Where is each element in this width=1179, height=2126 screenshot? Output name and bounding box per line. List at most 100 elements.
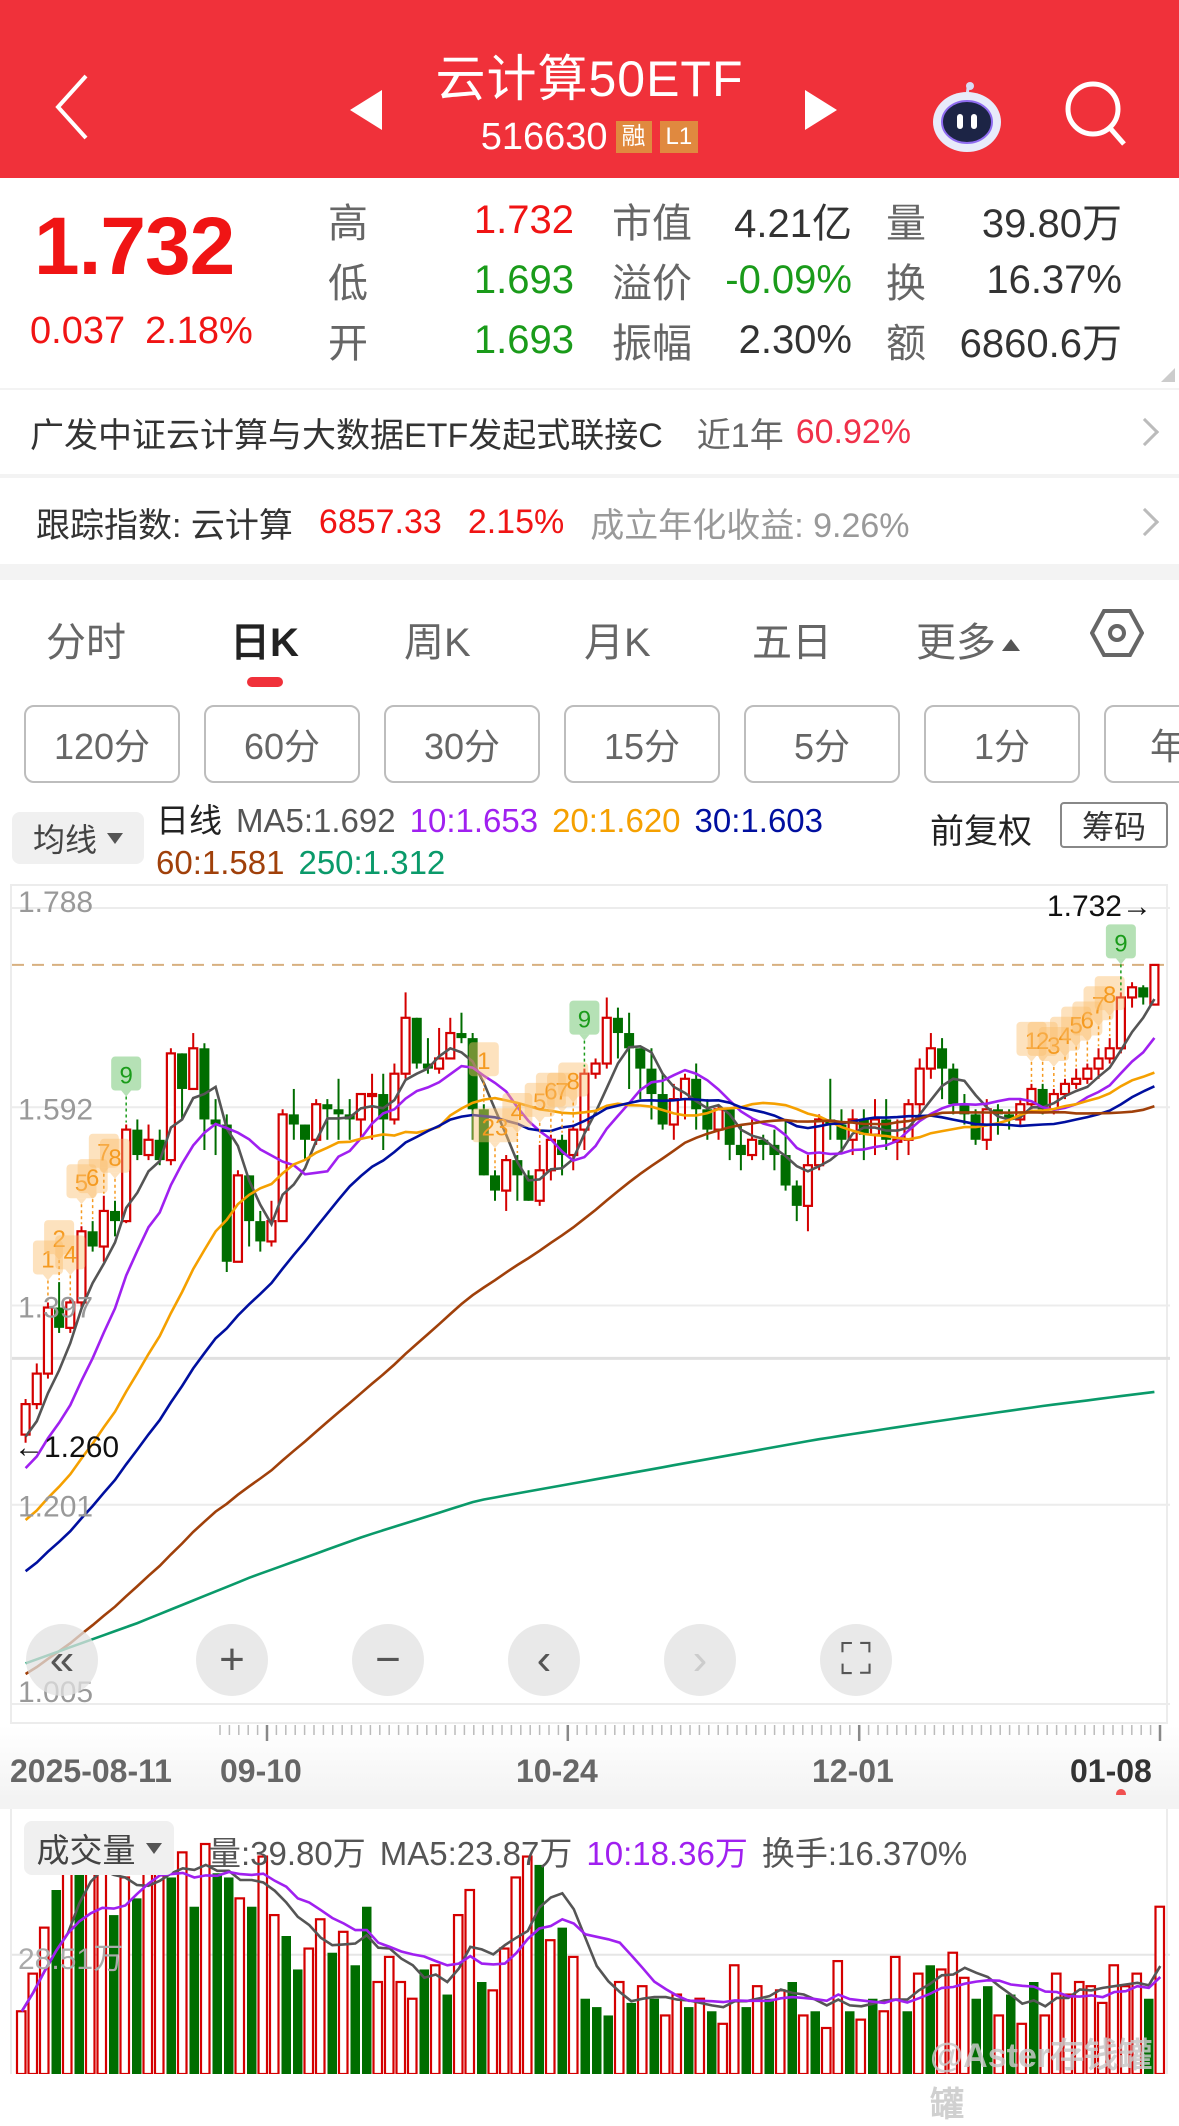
svg-text:6: 6 bbox=[544, 1079, 557, 1106]
x-label: 09-10 bbox=[220, 1753, 302, 1789]
quote-value: -0.09% bbox=[725, 257, 852, 302]
annualized-return: 成立年化收益: 9.26% bbox=[590, 506, 910, 545]
svg-text:1.788: 1.788 bbox=[18, 886, 93, 919]
kline-chart[interactable]: 124567891234567891234567891.7881.5921.39… bbox=[10, 884, 1170, 1724]
period-button[interactable]: 5分 bbox=[744, 705, 900, 783]
period-button[interactable]: 15分 bbox=[564, 705, 720, 783]
next-stock-arrow-icon[interactable] bbox=[805, 90, 837, 130]
period-button[interactable]: 60分 bbox=[204, 705, 360, 783]
svg-text:9: 9 bbox=[1114, 930, 1127, 957]
quote-row: 开 1.693 振幅 2.30% 额 6860.6万 bbox=[328, 310, 1122, 370]
chart-settings-hex-icon[interactable] bbox=[1090, 608, 1144, 658]
svg-text:1.201: 1.201 bbox=[18, 1491, 93, 1524]
svg-text:1: 1 bbox=[477, 1048, 490, 1075]
divider bbox=[0, 474, 1179, 478]
tab-0[interactable]: 分时 bbox=[46, 610, 126, 668]
svg-text:1.397: 1.397 bbox=[18, 1291, 93, 1324]
change-amount: 0.037 bbox=[30, 310, 126, 352]
ma-legend: 日线 MA5:1.692 10:1.653 20:1.620 30:1.603 60:1.… bbox=[156, 800, 936, 884]
time-axis[interactable]: 2025-08-11 09-10 10-24 12-01 01-08 bbox=[0, 1725, 1179, 1799]
svg-text:8: 8 bbox=[567, 1069, 580, 1096]
zoom-in-button[interactable]: + bbox=[196, 1624, 268, 1696]
fullscreen-button[interactable]: ⛶ bbox=[820, 1624, 892, 1696]
linked-fund-name: 广发中证云计算与大数据ETF发起式联接C bbox=[30, 416, 663, 455]
period-button[interactable]: 30分 bbox=[384, 705, 540, 783]
zoom-out-icon: − bbox=[375, 1635, 401, 1684]
scroll-start-icon: « bbox=[49, 1635, 75, 1684]
caret-up-icon bbox=[1002, 639, 1020, 652]
current-date-dot bbox=[1116, 1789, 1126, 1799]
volume-legend: 量:39.80万 MA5:23.87万 10:18.36万 换手:16.370% bbox=[208, 1827, 981, 1875]
ma-value: 60:1.581 bbox=[156, 844, 285, 881]
svg-text:7: 7 bbox=[1092, 992, 1105, 1019]
quote-label: 振幅 bbox=[612, 322, 692, 366]
tab-label: 周K bbox=[404, 621, 471, 665]
quote-value: 39.80万 bbox=[981, 202, 1122, 246]
quote-row: 低 1.693 溢价 -0.09% 换 16.37% bbox=[328, 250, 1122, 310]
tab-label: 日K bbox=[230, 621, 299, 665]
adjust-mode[interactable]: 前复权 bbox=[930, 813, 1032, 851]
tab-5[interactable]: 更多 bbox=[916, 610, 1020, 668]
back-icon[interactable] bbox=[52, 72, 92, 142]
time-axis-ticks bbox=[219, 1725, 1162, 1741]
chevron-right-icon bbox=[1130, 417, 1160, 447]
quote-label: 高 bbox=[328, 202, 368, 246]
volume-ma5: MA5:23.87万 bbox=[379, 1835, 573, 1872]
ma-dropdown-label: 均线 bbox=[32, 822, 97, 858]
prev-stock-arrow-icon[interactable] bbox=[350, 90, 382, 130]
period-button[interactable]: 120分 bbox=[24, 705, 180, 783]
period-button[interactable]: 年 bbox=[1104, 705, 1179, 783]
scroll-start-button[interactable]: « bbox=[26, 1624, 98, 1696]
level-tag: L1 bbox=[659, 121, 699, 153]
zoom-out-button[interactable]: − bbox=[352, 1624, 424, 1696]
search-icon[interactable] bbox=[1060, 78, 1132, 150]
margin-tag: 融 bbox=[615, 121, 652, 153]
tab-1[interactable]: 日K bbox=[230, 610, 299, 668]
indicator-dropdown[interactable]: 成交量 bbox=[24, 1821, 174, 1875]
kline-svg: 124567891234567891234567891.7881.5921.39… bbox=[12, 886, 1170, 1709]
expand-corner-icon[interactable] bbox=[1161, 368, 1175, 382]
linked-fund-row[interactable]: 广发中证云计算与大数据ETF发起式联接C 近1年 60.92% bbox=[0, 390, 1179, 474]
tracking-index-row[interactable]: 跟踪指数: 云计算 6857.33 2.15% 成立年化收益: 9.26% bbox=[0, 480, 1179, 564]
svg-text:1: 1 bbox=[1025, 1028, 1038, 1055]
tab-2[interactable]: 周K bbox=[404, 610, 471, 668]
quote-value: 1.693 bbox=[473, 257, 574, 302]
chip-distribution-button[interactable]: 筹码 bbox=[1060, 802, 1168, 848]
ma-dropdown[interactable]: 均线 bbox=[12, 812, 144, 864]
chart-header: 均线 日线 MA5:1.692 10:1.653 20:1.620 30:1.603 60… bbox=[0, 796, 1179, 1796]
index-value: 6857.33 bbox=[318, 502, 442, 541]
x-label-end: 01-08 bbox=[1070, 1753, 1152, 1789]
dropdown-caret-icon bbox=[107, 832, 123, 844]
quote-value: 16.37% bbox=[986, 257, 1122, 302]
svg-text:6: 6 bbox=[1081, 1008, 1094, 1035]
scroll-right-button[interactable]: › bbox=[664, 1624, 736, 1696]
tab-3[interactable]: 月K bbox=[584, 610, 651, 668]
scroll-left-button[interactable]: ‹ bbox=[508, 1624, 580, 1696]
chart-tabs: 分时 日K 周K 月K 五日 更多 bbox=[0, 580, 1179, 690]
title-block: 云计算50ETF 516630 融 L1 bbox=[0, 48, 1179, 160]
divider bbox=[0, 564, 1179, 580]
quote-label: 量 bbox=[886, 202, 926, 246]
svg-text:9: 9 bbox=[119, 1063, 132, 1090]
quote-value: 6860.6万 bbox=[959, 322, 1122, 366]
ai-assistant-robot-icon[interactable] bbox=[930, 78, 1004, 154]
tab-label: 分时 bbox=[46, 621, 126, 665]
scroll-right-icon: › bbox=[692, 1635, 708, 1684]
quote-label: 溢价 bbox=[612, 262, 692, 306]
scroll-left-icon: ‹ bbox=[536, 1635, 552, 1684]
tab-4[interactable]: 五日 bbox=[752, 610, 832, 668]
stock-subline: 516630 融 L1 bbox=[0, 114, 1179, 160]
volume-amount: 量:39.80万 bbox=[208, 1835, 366, 1872]
change-percent: 2.18% bbox=[145, 310, 253, 352]
period-button[interactable]: 1分 bbox=[924, 705, 1080, 783]
quote-row: 高 1.732 市值 4.21亿量 39.80万 bbox=[328, 190, 1122, 250]
period-label: 近1年 bbox=[696, 416, 784, 455]
svg-text:2: 2 bbox=[1036, 1028, 1049, 1055]
volume-panel[interactable]: 28.51万 成交量 量:39.80万 MA5:23.87万 10:18.36万 换手… bbox=[10, 1809, 1170, 2074]
quote-label: 低 bbox=[328, 262, 368, 306]
quote-label: 额 bbox=[886, 322, 926, 366]
stock-code: 516630 bbox=[480, 116, 608, 158]
svg-text:←1.260: ←1.260 bbox=[14, 1431, 119, 1464]
ma-value: 10:1.653 bbox=[409, 802, 539, 839]
period-selector: 120分 60分 30分 15分 5分 1分年 bbox=[0, 700, 1179, 786]
